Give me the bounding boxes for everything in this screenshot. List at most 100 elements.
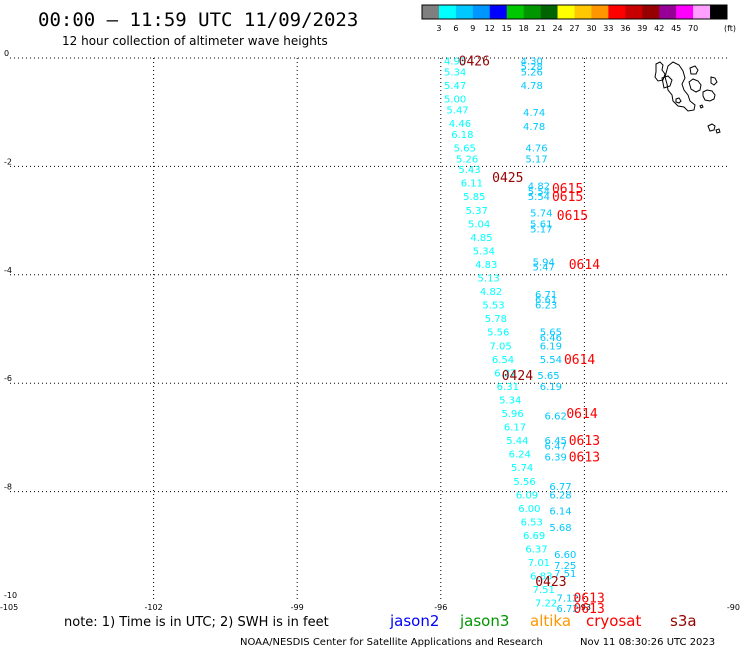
swh-point: 4.83	[475, 260, 497, 271]
time-labels: 0426042506150615061506140614042406140613…	[459, 55, 605, 617]
time-label: 0613	[569, 434, 600, 449]
time-label: 0613	[574, 591, 605, 606]
swh-point: 4.76	[525, 143, 547, 154]
swh-point: 5.44	[506, 436, 528, 447]
satellite-legend: jason2 jason3 altika cryosat s3a	[389, 612, 697, 630]
x-tick-label: -93	[578, 603, 591, 612]
swh-point: 5.17	[530, 225, 552, 236]
swh-point: 6.69	[523, 531, 545, 542]
colorbar-swatch	[642, 5, 660, 19]
time-label: 0424	[502, 369, 533, 384]
swh-point: 4.30	[521, 57, 543, 68]
colorbar: 3 6 9 12 15 18 21 24 27 30 33 36 39 42 45 70 (ft)	[421, 4, 736, 33]
swh-point: 5.47	[444, 81, 466, 92]
colorbar-swatch	[422, 5, 440, 19]
time-label: 0425	[492, 171, 523, 186]
swh-point: 6.72	[557, 604, 579, 615]
credit-text: NOAA/NESDIS Center for Satellite Applica…	[240, 637, 543, 648]
swh-point: 5.28	[521, 62, 543, 73]
chart-subtitle: 12 hour collection of altimeter wave hei…	[62, 34, 328, 48]
x-tick-label: -105	[0, 603, 18, 612]
swh-point: 6.31	[497, 382, 519, 393]
swh-point: 4.82	[480, 287, 502, 298]
footer-note: note: 1) Time is in UTC; 2) SWH is in fe…	[64, 615, 329, 630]
swh-point: 6.09	[516, 490, 538, 501]
swh-point: 6.77	[549, 482, 571, 493]
y-tick-label: 0	[4, 49, 9, 58]
swh-point: 5.54	[540, 355, 562, 366]
swh-point: 5.54	[528, 192, 550, 203]
swh-point: 4.82	[528, 181, 550, 192]
colorbar-label: 45	[671, 24, 681, 33]
grid	[10, 57, 728, 600]
swh-point: 5.37	[466, 206, 488, 217]
swh-point: 5.13	[478, 274, 500, 285]
colorbar-swatch	[693, 5, 711, 19]
swh-point: 5.61	[530, 219, 552, 230]
colorbar-swatch	[574, 5, 592, 19]
satellite-s3a: s3a	[670, 612, 697, 630]
swh-point: 5.34	[473, 246, 495, 257]
swh-point: 6.14	[549, 507, 571, 518]
swh-point: 6.28	[549, 490, 571, 501]
swh-point: 5.78	[485, 314, 507, 325]
colorbar-label: 9	[470, 24, 475, 33]
swh-points: 4.935.345.475.005.474.466.185.655.265.43…	[444, 57, 579, 615]
swh-point: 6.46	[540, 333, 562, 344]
swh-point: 5.56	[513, 477, 535, 488]
swh-point: 4.85	[470, 233, 492, 244]
colorbar-unit: (ft)	[724, 24, 736, 33]
colorbar-label: 12	[485, 24, 495, 33]
y-tick-label: -6	[4, 374, 12, 383]
swh-point: 6.71	[535, 290, 557, 301]
colorbar-label: 27	[569, 24, 579, 33]
swh-point: 6.11	[461, 179, 483, 190]
swh-point: 7.01	[528, 558, 550, 569]
swh-point: 6.37	[525, 545, 547, 556]
time-label: 0614	[569, 258, 600, 273]
swh-point: 6.27	[494, 368, 516, 379]
swh-point: 5.17	[525, 154, 547, 165]
swh-point: 4.78	[521, 81, 543, 92]
timestamp-text: Nov 11 08:30:26 UTC 2023	[580, 637, 715, 648]
colorbar-swatch	[438, 5, 457, 19]
swh-point: 7.51	[533, 585, 555, 596]
swh-point: 5.43	[458, 165, 480, 176]
swh-point: 6.39	[545, 452, 567, 463]
swh-point: 5.68	[549, 523, 571, 534]
colorbar-label: 18	[519, 24, 529, 33]
colorbar-swatch	[591, 5, 609, 19]
swh-point: 5.56	[487, 328, 509, 339]
satellite-jason2: jason2	[389, 612, 439, 630]
time-label: 0615	[552, 182, 583, 197]
colorbar-swatch	[659, 5, 677, 19]
y-tick-label: -10	[4, 591, 17, 600]
colorbar-swatch	[455, 5, 474, 19]
satellite-altika: altika	[530, 612, 571, 630]
satellite-cryosat: cryosat	[586, 612, 641, 630]
time-label: 0426	[459, 55, 490, 70]
swh-point: 5.34	[499, 395, 521, 406]
swh-point: 5.65	[537, 371, 559, 382]
colorbar-label: 33	[603, 24, 613, 33]
colorbar-swatch	[676, 5, 694, 19]
x-tick-label: -102	[145, 603, 163, 612]
swh-point: 5.00	[444, 95, 466, 106]
colorbar-swatch	[625, 5, 643, 19]
swh-point: 6.61	[535, 295, 557, 306]
axis-ticks: 0 -2 -4 -6 -8 -10 -105 -102 -99 -96 -93 -90	[0, 49, 740, 612]
time-label: 0614	[566, 407, 597, 422]
swh-point: 6.24	[509, 450, 531, 461]
swh-point: 7.12	[557, 593, 579, 604]
colorbar-label: 21	[536, 24, 546, 33]
swh-point: 5.65	[454, 143, 476, 154]
satellite-jason3: jason3	[459, 612, 509, 630]
time-label: 0615	[552, 190, 583, 205]
swh-point: 6.00	[518, 504, 540, 515]
swh-point: 6.23	[535, 301, 557, 312]
swh-point: 6.19	[540, 382, 562, 393]
swh-point: 4.74	[523, 108, 545, 119]
colorbar-label: 39	[637, 24, 647, 33]
colorbar-border	[421, 4, 728, 20]
